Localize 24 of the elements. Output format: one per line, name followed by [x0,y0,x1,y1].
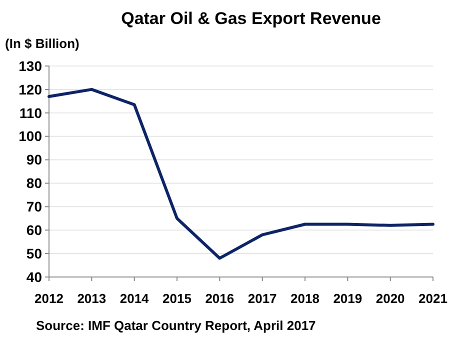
x-tick-label: 2014 [120,291,150,306]
x-tick-label: 2015 [162,291,192,306]
source-note: Source: IMF Qatar Country Report, April 2017 [36,318,316,333]
x-tick-label: 2020 [376,291,405,306]
x-tick-label: 2013 [77,291,106,306]
y-tick-label: 60 [26,222,42,238]
y-tick-label: 70 [26,198,42,215]
x-tick-label: 2019 [333,291,362,306]
y-tick-label: 90 [26,152,42,168]
y-axis-title: (In $ Billion) [5,36,80,51]
chart-title: Qatar Oil & Gas Export Revenue [121,9,381,28]
y-tick-label: 80 [26,175,42,192]
y-tick-label: 120 [18,81,42,98]
y-tick-label: 50 [26,245,42,262]
line-series [48,88,434,260]
y-tick-label: 130 [18,58,42,74]
x-tick-label: 2018 [290,291,320,306]
x-tick-label: 2012 [34,291,64,306]
x-tick-label: 2021 [418,291,448,306]
y-tick-label: 40 [26,268,42,285]
x-tick-label: 2017 [248,291,277,306]
x-tick-label: 2016 [205,291,234,306]
y-tick-label: 100 [18,128,42,144]
y-tick-label: 110 [19,104,42,121]
